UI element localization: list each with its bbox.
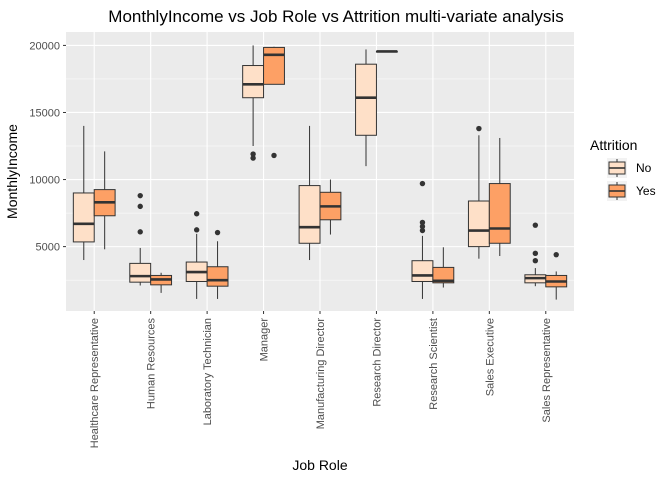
box-no-1 [129,192,152,286]
outlier-point [532,250,539,257]
box-no-5 [355,49,377,167]
box-yes-2 [206,229,229,299]
legend-title: Attrition [590,137,637,153]
x-tick-label: Research Scientist [428,318,440,410]
outlier-point [250,151,256,157]
box-body [72,192,95,243]
box-no-7 [467,125,490,259]
legend-label-yes: Yes [636,184,656,198]
outlier-point [532,257,539,264]
legend-key-yes [607,181,627,201]
y-axis: 5000 10000 15000 20000 [29,40,66,254]
outlier-point [419,180,426,187]
outlier-point [419,223,426,230]
y-tick-label: 5000 [36,242,60,254]
x-tick-label: Sales Representative [541,318,553,423]
box-body [206,266,229,287]
x-tick-label: Healthcare Representative [89,318,101,448]
box-yes-4 [319,179,342,235]
legend: Attrition No Yes [590,137,656,201]
x-tick-label: Manufacturing Director [315,318,327,430]
legend-label-no: No [636,161,652,175]
box-yes-5 [375,50,398,53]
box-yes-6 [432,247,455,288]
box-yes-7 [488,137,511,257]
outlier-point [137,203,143,210]
outlier-point [137,229,143,235]
boxes [72,45,568,300]
x-tick-label: Manager [259,318,271,362]
x-tick-label: Research Director [371,318,383,407]
x-tick-label: Human Resources [146,318,158,410]
outlier-point [419,227,426,234]
box-body [467,200,490,248]
outlier-point [271,152,277,159]
outlier-point [193,211,200,217]
outlier-point [476,125,482,132]
y-axis-title: MonthlyIncome [4,124,20,219]
x-axis: Healthcare Representative Human Resources… [89,311,553,448]
box-body [432,266,455,284]
box-body [355,63,377,136]
box-body [488,183,511,244]
x-tick-label: Laboratory Technician [202,318,214,425]
outlier-point [250,155,256,161]
outlier-point [532,222,539,228]
legend-key-no [607,158,627,178]
y-tick-label: 15000 [29,107,60,119]
y-tick-label: 10000 [29,175,60,187]
x-tick-label: Sales Executive [484,318,496,396]
box-yes-1 [150,272,173,293]
box-body [298,185,321,244]
box-body [242,65,265,99]
box-body [129,262,152,283]
outlier-point [553,251,559,258]
chart-title: MonthlyIncome vs Job Role vs Attrition m… [108,7,563,26]
outlier-point [137,192,143,199]
outlier-point [419,219,426,226]
box-yes-3 [263,46,285,159]
box-no-6 [411,180,434,299]
y-tick-label: 20000 [29,40,60,52]
box-yes-0 [93,151,116,250]
outlier-point [214,229,221,236]
box-no-4 [298,125,321,261]
box-no-0 [72,125,95,261]
box-body [263,46,285,85]
box-body [411,260,434,282]
x-axis-title: Job Role [292,457,347,473]
outlier-point [193,227,200,233]
box-no-8 [524,222,547,287]
box-yes-8 [545,251,568,300]
